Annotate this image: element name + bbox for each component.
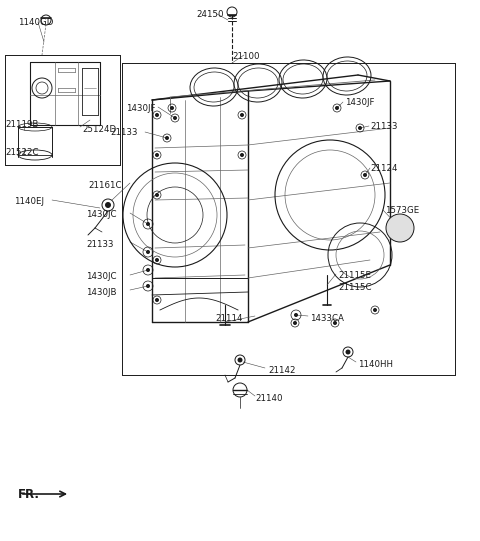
Circle shape [335, 106, 339, 110]
Circle shape [386, 214, 414, 242]
Text: 21133: 21133 [370, 122, 397, 131]
Text: 1140GD: 1140GD [18, 18, 53, 27]
Circle shape [105, 202, 111, 208]
Text: 1430JC: 1430JC [86, 210, 117, 219]
Text: 21115C: 21115C [338, 283, 372, 292]
Circle shape [155, 258, 159, 262]
Text: 21124: 21124 [370, 164, 397, 173]
Circle shape [155, 298, 159, 302]
Text: FR.: FR. [18, 488, 40, 501]
Text: 21100: 21100 [232, 52, 260, 61]
Text: 1430JF: 1430JF [126, 104, 156, 113]
Text: 21161C: 21161C [88, 181, 121, 190]
Circle shape [146, 268, 150, 272]
Circle shape [240, 113, 244, 117]
Circle shape [293, 321, 297, 325]
Text: 1433CA: 1433CA [310, 314, 344, 323]
Circle shape [240, 153, 244, 157]
Text: 21114: 21114 [215, 314, 242, 323]
Circle shape [346, 349, 350, 354]
Text: 21133: 21133 [110, 128, 137, 137]
Text: 1140EJ: 1140EJ [14, 197, 44, 206]
Circle shape [238, 358, 242, 362]
Circle shape [294, 313, 298, 317]
Text: 21522C: 21522C [5, 148, 38, 157]
Text: 1430JC: 1430JC [86, 272, 117, 281]
Text: 24150: 24150 [196, 10, 224, 19]
Text: 21115E: 21115E [338, 271, 371, 280]
Text: 1573GE: 1573GE [385, 206, 419, 215]
Circle shape [363, 173, 367, 177]
Circle shape [373, 308, 377, 312]
Circle shape [165, 136, 169, 140]
Text: 1140HH: 1140HH [358, 360, 393, 369]
Circle shape [333, 321, 337, 325]
Circle shape [155, 113, 159, 117]
Text: 1430JB: 1430JB [86, 288, 117, 297]
Text: 21142: 21142 [268, 366, 296, 375]
Circle shape [170, 106, 174, 110]
Text: 25124D: 25124D [82, 125, 116, 134]
Circle shape [155, 193, 159, 197]
Text: 21119B: 21119B [5, 120, 38, 129]
Text: 21140: 21140 [255, 394, 283, 403]
Circle shape [146, 222, 150, 226]
Circle shape [146, 250, 150, 254]
Circle shape [173, 116, 177, 120]
Circle shape [155, 153, 159, 157]
Circle shape [146, 284, 150, 288]
Circle shape [358, 126, 362, 130]
Text: 21133: 21133 [86, 240, 113, 249]
Text: 1430JF: 1430JF [345, 98, 374, 107]
